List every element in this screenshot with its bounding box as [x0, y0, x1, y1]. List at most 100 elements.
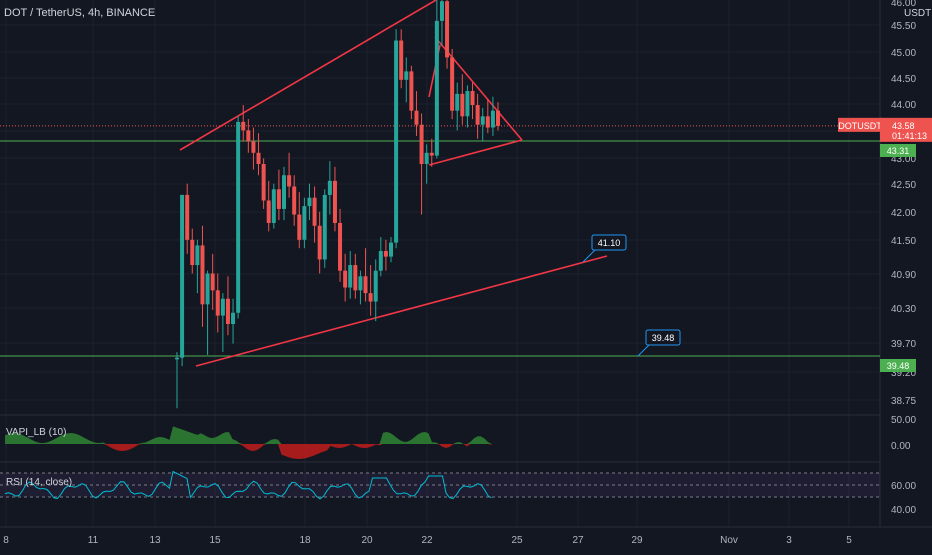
candle-body — [271, 189, 276, 223]
candle-body — [460, 93, 465, 117]
vapi-positive-area — [5, 426, 492, 444]
x-tick-label: 8 — [3, 535, 9, 546]
candle-body — [287, 175, 292, 187]
candle-body — [470, 91, 475, 106]
candle-body — [475, 105, 480, 125]
y-tick-label: 40.30 — [891, 304, 916, 315]
candle-body — [445, 1, 450, 58]
x-tick-label: 5 — [846, 535, 852, 546]
y-tick-label: 42.00 — [891, 208, 916, 219]
y-tick-label: 39.20 — [891, 368, 916, 379]
candle-body — [465, 91, 470, 117]
rsi-indicator — [0, 470, 880, 500]
trendline[interactable] — [428, 139, 523, 166]
candle-body — [231, 312, 236, 325]
vapi-tick: 0.00 — [891, 441, 911, 452]
hline-tag — [880, 359, 916, 372]
candle-body — [276, 189, 281, 209]
candles — [175, 0, 500, 409]
candle-body — [343, 270, 348, 288]
candle-body — [348, 265, 353, 288]
time-axis[interactable]: 8 11 13 15 18 20 22 25 27 29 Nov 3 5 — [3, 535, 852, 546]
candle-body — [312, 197, 317, 226]
vapi-tick: 50.00 — [891, 415, 916, 426]
callout-label: 41.10 — [598, 238, 621, 248]
candle-body — [307, 197, 312, 207]
x-tick-label: 27 — [572, 535, 584, 546]
candle-body — [338, 222, 343, 271]
candle-body — [266, 200, 271, 223]
x-tick-label: 15 — [209, 535, 221, 546]
candle-body — [404, 71, 409, 80]
hline-tag-label: 43.31 — [887, 146, 910, 156]
symbol-tag-label: DOTUSDT — [838, 121, 882, 131]
x-tick-label: 13 — [149, 535, 161, 546]
candle-body — [378, 251, 383, 271]
x-tick-label: 11 — [88, 535, 99, 546]
candle-body — [185, 194, 190, 240]
countdown-label: 01:41:13 — [892, 131, 927, 141]
y-tick-label: 44.50 — [891, 74, 916, 85]
candle-body — [180, 194, 185, 358]
candle-body — [358, 276, 363, 291]
y-tick-label: 42.50 — [891, 180, 916, 191]
candle-body — [409, 71, 414, 111]
last-price-tag — [880, 117, 932, 142]
price-callouts[interactable]: 41.10 39.48 — [582, 234, 681, 357]
x-tick-label: 20 — [361, 535, 373, 546]
horizontal-lines[interactable] — [0, 125, 880, 357]
candle-body — [297, 214, 302, 240]
candle-body — [434, 20, 439, 156]
candle-body — [190, 239, 195, 266]
symbol-tag — [838, 117, 882, 132]
candle-body — [302, 206, 307, 240]
vapi-negative-area — [5, 444, 492, 459]
vapi-indicator — [5, 426, 492, 459]
trendline[interactable] — [195, 255, 608, 367]
candle-body — [394, 40, 399, 243]
callout-pointer — [637, 343, 651, 357]
callout-label: 39.48 — [652, 333, 675, 343]
candle-body — [455, 93, 460, 111]
trendline[interactable] — [179, 0, 437, 151]
y-tick-label: 43.00 — [891, 154, 916, 165]
candle-body — [256, 152, 261, 165]
rsi-label: RSI (14, close) — [6, 477, 72, 488]
callout-pointer — [582, 248, 597, 263]
candle-body — [389, 242, 393, 257]
y-tick-label: 44.00 — [891, 100, 916, 111]
candle-body — [327, 180, 332, 195]
candle-body — [368, 293, 373, 302]
candle-body — [241, 121, 246, 131]
candle-body — [490, 110, 495, 128]
pane-separators — [0, 0, 932, 528]
candle-body — [332, 180, 337, 223]
y-tick-label: 45.50 — [891, 21, 916, 32]
rsi-tick: 40.00 — [891, 505, 916, 516]
trendline[interactable] — [434, 36, 523, 141]
y-tick-label: 41.50 — [891, 236, 916, 247]
candle-body — [414, 110, 419, 125]
callout-box[interactable] — [591, 234, 627, 251]
vapi-label: VAPI_LB (10) — [6, 427, 66, 438]
candle-body — [399, 40, 404, 80]
candle-body — [215, 290, 220, 316]
candle-body — [322, 194, 327, 260]
rsi-tick: 60.00 — [891, 481, 916, 492]
callout-box[interactable] — [645, 329, 681, 346]
candle-body — [485, 116, 490, 128]
candle-body — [175, 357, 179, 360]
currency-label: USDT — [904, 8, 931, 19]
candle-body — [353, 265, 358, 291]
candle-body — [429, 152, 434, 156]
symbol-title: DOT / TetherUS, 4h, BINANCE — [4, 7, 155, 19]
candle-body — [225, 298, 230, 325]
candle-body — [195, 245, 200, 266]
y-tick-label: 39.70 — [891, 339, 916, 350]
x-tick-label: 22 — [421, 535, 433, 546]
y-tick-label: 46.00 — [891, 0, 916, 9]
